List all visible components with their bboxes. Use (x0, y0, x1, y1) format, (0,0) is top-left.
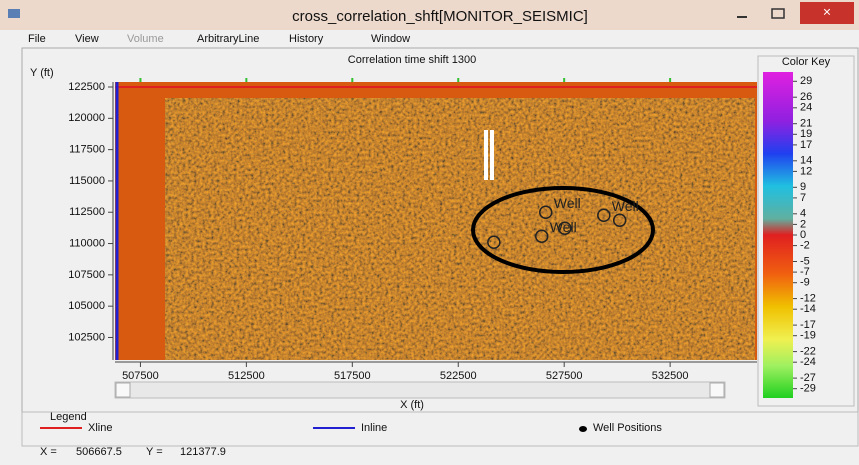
close-button[interactable] (800, 2, 854, 24)
x-tick-label: 522500 (440, 370, 477, 382)
status-x: 506667.5 (76, 446, 122, 458)
status-y-label: Y = (146, 446, 163, 458)
color-key-label: -2 (800, 240, 810, 252)
color-key-label: -29 (800, 383, 816, 395)
color-key-label: -27 (800, 372, 816, 384)
color-key-label: 24 (800, 102, 812, 114)
y-tick-label: 115000 (69, 175, 105, 187)
menu-item[interactable]: View (75, 33, 99, 45)
white-marker (484, 130, 488, 180)
x-tick-label: 512500 (228, 370, 265, 382)
plot-title: Correlation time shift 1300 (348, 54, 476, 66)
y-tick-label: 120000 (68, 112, 105, 124)
color-key-box (757, 55, 855, 407)
color-key-title: Color Key (782, 56, 831, 68)
white-marker (490, 130, 494, 180)
well-label: Well (550, 219, 577, 235)
x-tick-label: 517500 (334, 370, 371, 382)
legend-item: Well Positions (593, 422, 662, 434)
color-key-label: 12 (800, 165, 812, 177)
scroll-left[interactable] (115, 382, 131, 398)
legend-item: Inline (361, 422, 387, 434)
status-y: 121377.9 (180, 446, 226, 458)
well-position (534, 229, 549, 244)
color-key-label: 17 (800, 139, 812, 151)
menu-item[interactable]: Volume (127, 33, 164, 45)
x-tick-label: 527500 (546, 370, 583, 382)
x-tick-label: 532500 (652, 370, 689, 382)
color-key-label: 0 (800, 229, 806, 241)
well-position (612, 213, 627, 227)
legend-box (21, 411, 859, 447)
y-tick-label: 105000 (68, 300, 105, 312)
well-label: Well (554, 195, 581, 211)
color-key-label: 26 (800, 91, 812, 103)
map-texture-cool (165, 98, 755, 360)
well-position (597, 208, 611, 222)
status-x-label: X = (40, 446, 57, 458)
well-position (558, 221, 572, 236)
y-tick-label: 117500 (69, 144, 105, 156)
horizontal-scrollbar[interactable] (114, 381, 726, 399)
color-key-label: 19 (800, 128, 812, 140)
color-key-label: 21 (800, 118, 812, 130)
menu-item[interactable]: ArbitraryLine (197, 33, 259, 45)
color-key-label: 14 (800, 155, 812, 167)
highlight-ellipse (471, 186, 655, 274)
app-icon (8, 9, 20, 18)
color-key-label: 2 (800, 218, 806, 230)
legend-title: Legend (50, 411, 87, 423)
color-key-label: 9 (800, 181, 806, 193)
color-key-bar (763, 72, 793, 398)
color-key-label: 4 (800, 208, 806, 220)
color-key-label: -17 (800, 319, 816, 331)
color-key-label: -9 (800, 277, 810, 289)
legend-well-swatch (579, 426, 587, 432)
color-key-label: -24 (800, 356, 816, 368)
well-label: Well (612, 198, 639, 214)
title-bar (0, 0, 859, 30)
color-key-label: -22 (800, 346, 816, 358)
y-tick-label: 102500 (68, 331, 105, 343)
y-tick-label: 112500 (69, 206, 105, 218)
y-axis-label: Y (ft) (30, 67, 54, 79)
scroll-right[interactable] (709, 382, 725, 398)
legend-item: Xline (88, 422, 112, 434)
y-tick-label: 122500 (68, 81, 105, 93)
window-title: cross_correlation_shft[MONITOR_SEISMIC] (292, 8, 588, 25)
well-position (539, 205, 553, 219)
color-key-label: -5 (800, 255, 810, 267)
menu-item[interactable]: Window (371, 33, 410, 45)
color-key-label: 7 (800, 192, 806, 204)
x-axis-label: X (ft) (400, 399, 424, 411)
y-tick-label: 107500 (68, 269, 105, 281)
close-icon: × (823, 4, 831, 20)
color-key-label: 29 (800, 75, 812, 87)
maximize-button[interactable] (771, 8, 785, 19)
color-key-label: -7 (800, 266, 810, 278)
x-tick-label: 507500 (122, 370, 159, 382)
y-tick-label: 110000 (69, 237, 105, 249)
well-position (487, 235, 501, 250)
menu-item[interactable]: History (289, 33, 324, 45)
menu-item[interactable]: File (28, 33, 46, 45)
color-key-label: -12 (800, 293, 816, 305)
color-key-label: -14 (800, 303, 816, 315)
color-key-label: -19 (800, 330, 816, 342)
menu-bar (0, 30, 859, 48)
